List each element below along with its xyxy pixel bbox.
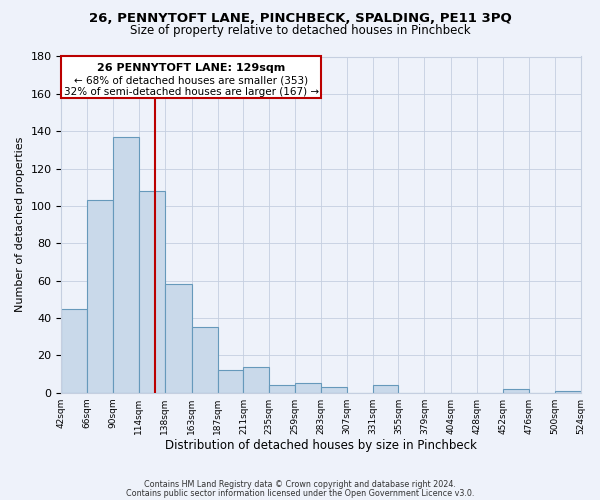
Text: ← 68% of detached houses are smaller (353): ← 68% of detached houses are smaller (35… (74, 75, 308, 85)
Bar (321, 387, 347, 392)
Text: Contains HM Land Registry data © Crown copyright and database right 2024.: Contains HM Land Registry data © Crown c… (144, 480, 456, 489)
Text: Contains public sector information licensed under the Open Government Licence v3: Contains public sector information licen… (126, 489, 474, 498)
Bar (269, 385, 295, 392)
Bar (244, 366, 269, 392)
Bar (554, 391, 581, 392)
Text: 26 PENNYTOFT LANE: 129sqm: 26 PENNYTOFT LANE: 129sqm (97, 63, 286, 73)
Bar (295, 384, 321, 392)
Text: 32% of semi-detached houses are larger (167) →: 32% of semi-detached houses are larger (… (64, 88, 319, 98)
Bar (87, 200, 113, 392)
Bar (113, 137, 139, 392)
FancyBboxPatch shape (61, 56, 321, 98)
X-axis label: Distribution of detached houses by size in Pinchbeck: Distribution of detached houses by size … (165, 440, 477, 452)
Text: Size of property relative to detached houses in Pinchbeck: Size of property relative to detached ho… (130, 24, 470, 37)
Bar (165, 284, 192, 393)
Y-axis label: Number of detached properties: Number of detached properties (15, 137, 25, 312)
Bar (139, 191, 165, 392)
Bar (503, 389, 529, 392)
Bar (218, 370, 244, 392)
Bar (61, 308, 87, 392)
Bar (192, 328, 218, 392)
Bar (373, 385, 398, 392)
Text: 26, PENNYTOFT LANE, PINCHBECK, SPALDING, PE11 3PQ: 26, PENNYTOFT LANE, PINCHBECK, SPALDING,… (89, 12, 511, 26)
